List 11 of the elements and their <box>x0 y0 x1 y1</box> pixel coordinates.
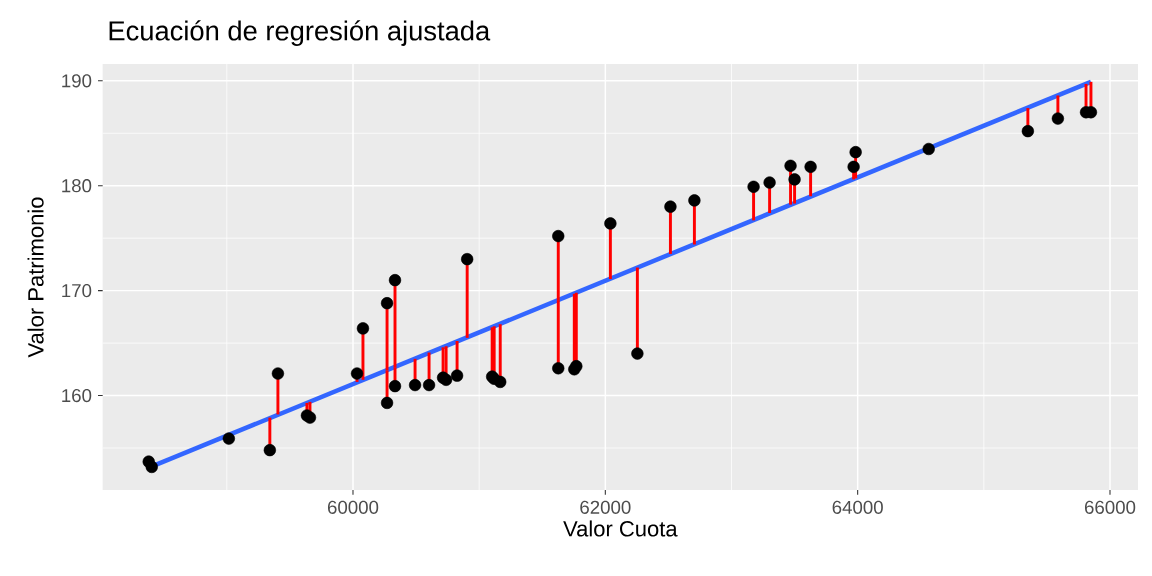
y-tick-label: 170 <box>62 284 92 298</box>
chart-title: Ecuación de regresión ajustada <box>109 20 491 46</box>
x-tick-label: 60000 <box>327 500 379 514</box>
y-tick-label: 180 <box>62 179 92 193</box>
y-tick-label: 160 <box>62 388 92 403</box>
x-tick-label: 62000 <box>580 500 631 514</box>
y-axis-title: Valor Patrimonio <box>27 197 44 358</box>
x-axis-title: Valor Cuota <box>563 520 678 537</box>
x-tick-label: 64000 <box>832 500 883 514</box>
y-tick-label: 190 <box>62 74 92 88</box>
x-tick-label: 66000 <box>1084 500 1136 514</box>
